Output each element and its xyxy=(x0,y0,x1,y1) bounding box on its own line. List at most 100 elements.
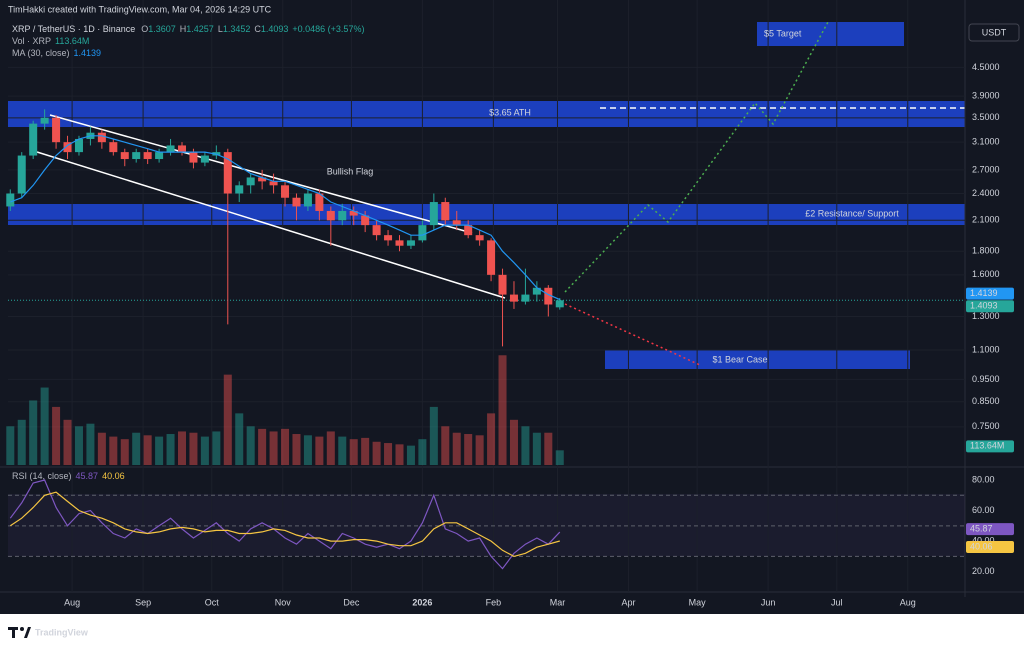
annotation: $3.65 ATH xyxy=(489,107,531,117)
candle-body xyxy=(509,294,518,302)
y-tick-label: 60.00 xyxy=(972,505,995,515)
currency[interactable]: USDT xyxy=(982,27,1007,37)
candle-body xyxy=(441,202,450,221)
candle-body xyxy=(109,142,118,153)
candle-body xyxy=(521,294,530,302)
volume-bar xyxy=(532,432,541,465)
volume-tag: 113.64M xyxy=(970,441,1004,451)
candle-body xyxy=(464,225,473,236)
volume-bar xyxy=(509,419,518,465)
y-tick-label: 3.9000 xyxy=(972,90,1000,100)
currency-box[interactable] xyxy=(968,23,1020,42)
volume-bar xyxy=(189,432,198,465)
candle-body xyxy=(349,210,358,216)
candle-body xyxy=(235,185,244,194)
price-tag: 1.4093 xyxy=(970,301,998,311)
ohlc-label: H xyxy=(180,24,187,34)
candle-body xyxy=(63,142,72,153)
volume-bar xyxy=(143,435,152,465)
rsi-ma-line xyxy=(9,491,560,558)
volume-bar xyxy=(349,439,358,465)
candle-body xyxy=(74,138,83,153)
volume-bar xyxy=(281,428,290,465)
candle-body xyxy=(52,117,61,143)
candle-body xyxy=(17,155,26,194)
y-tick-label: 0.8500 xyxy=(972,396,1000,406)
x-tick-label: Sep xyxy=(135,597,151,607)
rsi-value: 45.87 xyxy=(76,471,99,481)
volume-bar xyxy=(292,434,301,465)
ohlc-value: 1.4093 xyxy=(261,24,289,34)
y-tick-label: 0.7500 xyxy=(972,421,1000,431)
candle-body xyxy=(418,225,427,241)
y-tick-label: 20.00 xyxy=(972,566,995,576)
header: TimHakki created with TradingView.com, M… xyxy=(8,4,272,14)
candle-body xyxy=(384,235,393,241)
candle-body xyxy=(6,193,15,207)
y-tick-label: 1.3000 xyxy=(972,311,1000,321)
volume-bar xyxy=(361,437,370,465)
volume-bar xyxy=(521,426,530,465)
volume-bar xyxy=(223,374,232,465)
volume-bar xyxy=(6,426,15,465)
rsi-line xyxy=(9,479,561,570)
candle-body xyxy=(189,152,198,163)
bear-zone xyxy=(605,350,910,369)
volume-bar xyxy=(258,428,267,465)
volume-bar xyxy=(418,439,427,465)
volume-bar xyxy=(544,432,553,465)
target-zone xyxy=(757,22,904,46)
x-tick-label: Oct xyxy=(205,597,220,607)
candle-body xyxy=(303,193,312,207)
footer xyxy=(0,614,1024,654)
volume-bar xyxy=(372,441,381,465)
volume-bar xyxy=(235,413,244,465)
y-tick-label: 0.9500 xyxy=(972,374,1000,384)
logo-icon xyxy=(8,627,31,638)
y-tick-label: 1.8000 xyxy=(972,246,1000,256)
rsi-tag-box xyxy=(966,523,1014,536)
candle-body xyxy=(281,185,290,198)
ma-value: 1.4139 xyxy=(74,48,102,58)
volume-value: 113.64M xyxy=(55,36,89,46)
candle-body xyxy=(452,220,461,226)
y-tick-label: 1.6000 xyxy=(972,269,1000,279)
candle-body xyxy=(395,240,404,246)
candle-body xyxy=(372,225,381,236)
volume-bar xyxy=(338,436,347,465)
volume-bar xyxy=(166,434,175,465)
y-tick-label: 2.1000 xyxy=(972,215,1000,225)
volume-bar xyxy=(177,431,187,465)
rsi-ma-tag: 40.06 xyxy=(970,541,993,551)
volume-tag-box xyxy=(966,440,1014,453)
y-tick-label: 2.4000 xyxy=(972,188,1000,198)
volume-bar xyxy=(452,432,461,465)
volume-bar xyxy=(63,419,72,465)
volume-bar xyxy=(429,406,438,465)
x-tick-label: Mar xyxy=(550,597,566,607)
volume-bar xyxy=(555,450,564,465)
candle-body xyxy=(177,145,187,153)
candle-body xyxy=(555,300,564,308)
volume-bar xyxy=(86,423,95,465)
annotation: $1 Bear Case xyxy=(712,354,767,364)
candle-body xyxy=(97,132,106,143)
volume-bar xyxy=(40,387,49,465)
ma-tag: 1.4139 xyxy=(970,288,998,298)
volume-bar xyxy=(212,431,221,465)
volume-bar xyxy=(475,435,484,465)
x-tick-label: Jun xyxy=(761,597,776,607)
x-tick-label: Jul xyxy=(831,597,843,607)
volume-bar xyxy=(29,400,38,465)
candle-body xyxy=(406,240,415,246)
ma-name: MA (30, close) xyxy=(12,48,70,58)
y-tick-label: 1.1000 xyxy=(972,344,1000,354)
y-tick-label: 3.5000 xyxy=(972,112,1000,122)
x-tick-label: 2026 xyxy=(412,597,432,607)
annotation: Bullish Flag xyxy=(327,166,374,176)
candle-body xyxy=(132,152,141,160)
resistance-zone xyxy=(8,204,965,225)
volume-bar xyxy=(406,445,415,465)
candle-body xyxy=(292,197,301,207)
